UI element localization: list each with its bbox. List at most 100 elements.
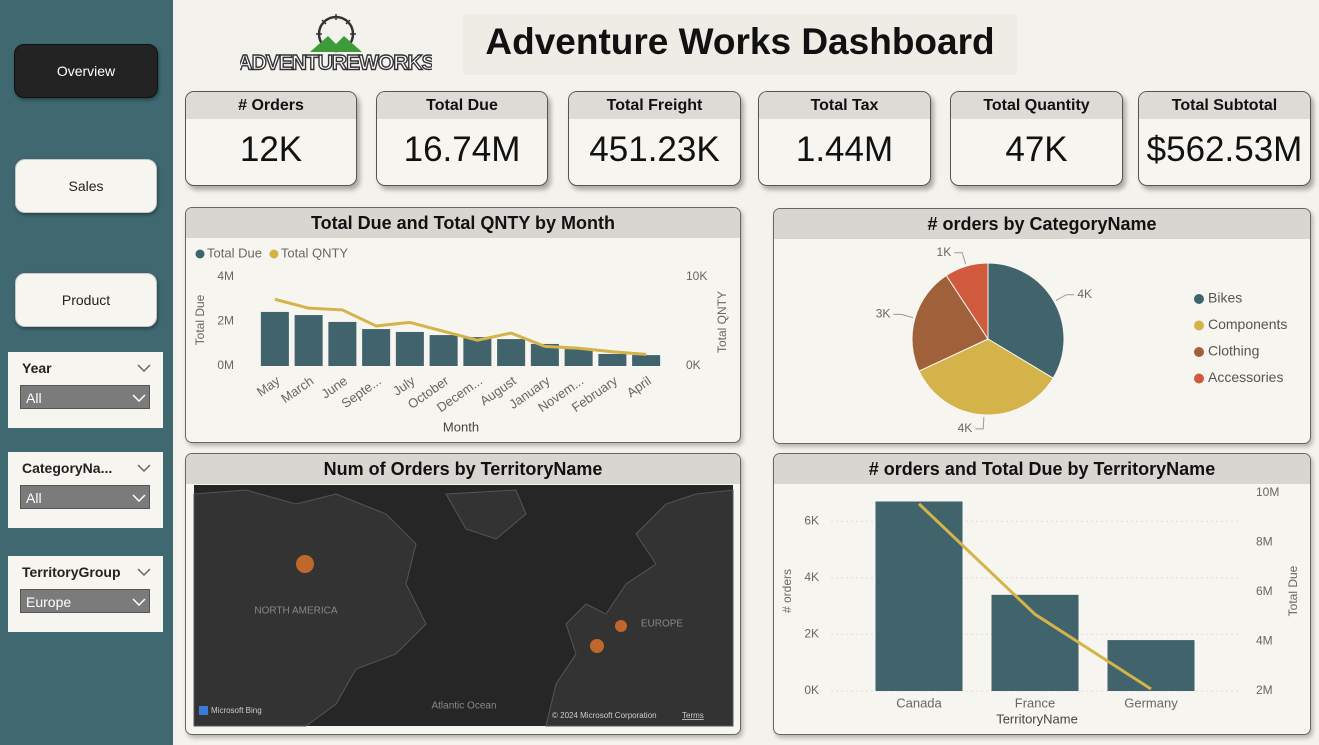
bar — [530, 343, 559, 366]
slicer-dropdown[interactable]: Europe — [20, 589, 150, 613]
logo-mountains — [310, 36, 362, 52]
leader-line — [1055, 294, 1075, 302]
x-axis-label: Month — [443, 419, 479, 434]
y-tick-label: 10M — [1256, 485, 1279, 499]
legend-label: Components — [1208, 316, 1287, 332]
chart: 4K Bikes 4K Components 3K Clothing 1K Accessori… — [876, 245, 1288, 435]
legend-label: Clothing — [1208, 343, 1259, 359]
slicer[interactable]: CategoryNa... All — [8, 452, 163, 528]
slicer-dropdown[interactable]: All — [20, 385, 150, 409]
chart: 0K 2K 4K 6K 2M 4M 6M 8M 10M Canada France Germany Te… — [780, 485, 1300, 726]
y-tick-label: 2K — [804, 627, 819, 641]
chevron-line — [137, 464, 151, 472]
kpi-value: 16.74M — [403, 130, 521, 169]
kpi-card: # Orders 12K — [185, 91, 357, 186]
legend-label: Bikes — [1208, 290, 1242, 306]
slicer-dropdown[interactable]: All — [20, 485, 150, 509]
kpi-card: Total Quantity 47K — [950, 91, 1123, 186]
x-tick-label: Canada — [896, 695, 942, 710]
kpi-label: Total Freight — [569, 92, 740, 119]
bar — [395, 331, 424, 366]
data-label: 4K — [1077, 287, 1092, 301]
map-land — [193, 489, 427, 727]
kpi-label: # Orders — [186, 92, 356, 119]
chart-panel: 4K Bikes 4K Components 3K Clothing 1K Accessori… — [773, 208, 1311, 444]
legend-marker — [269, 249, 279, 259]
kpi-value: 12K — [239, 130, 303, 169]
dashboard-title: Adventure Works Dashboard — [463, 14, 1017, 75]
kpi-label: Total Tax — [759, 92, 930, 119]
map-bubble — [615, 620, 627, 632]
slicer-title: CategoryNa... — [22, 460, 113, 476]
kpi-value: 47K — [1005, 130, 1068, 169]
y-tick-label: 4M — [217, 269, 234, 283]
y-tick-label: 2M — [217, 314, 234, 328]
chevron — [137, 364, 151, 372]
chevron-line — [137, 568, 151, 576]
legend-marker — [195, 249, 205, 259]
y-tick-label: 2M — [1256, 683, 1273, 697]
bar — [991, 594, 1079, 691]
y-tick-label: 4K — [804, 570, 819, 584]
y-tick-label: 6M — [1256, 584, 1273, 598]
map-bubble — [590, 639, 604, 653]
chart: NORTH AMERICA EUROPE Atlantic Ocean Microso… — [193, 485, 734, 727]
map-copyright: © 2024 Microsoft Corporation — [552, 711, 657, 720]
bar — [598, 353, 627, 366]
nav-button[interactable]: Overview — [14, 44, 158, 98]
y-axis-label: Total Due — [193, 294, 207, 345]
y-tick-label: 0M — [217, 358, 234, 372]
data-label: 1K — [937, 245, 952, 259]
map-land — [445, 489, 527, 540]
legend-label: Accessories — [1208, 369, 1283, 385]
nav-button[interactable]: Sales — [15, 159, 157, 213]
leader-line — [975, 416, 985, 430]
bar — [564, 349, 593, 366]
kpi-card: Total Due 16.74M — [376, 91, 548, 186]
chart-panel: 0M 2M 4M 0K 10K May March June Septe... July Octob… — [185, 207, 741, 443]
map-terms: Terms — [682, 711, 704, 720]
slicer-value: All — [26, 490, 42, 506]
chevron — [132, 494, 146, 502]
legend-marker — [1194, 347, 1204, 357]
data-label: 4K — [958, 421, 973, 435]
bar — [463, 337, 492, 366]
y-tick-label: 8M — [1256, 535, 1273, 549]
y-tick-label: 6K — [804, 513, 819, 527]
y-tick-label: 4M — [1256, 634, 1273, 648]
kpi-card: Total Tax 1.44M — [758, 91, 931, 186]
legend-label: Total Due — [207, 245, 262, 260]
x-tick-label: April — [624, 373, 654, 400]
bing-logo — [199, 706, 208, 715]
kpi-value: 1.44M — [795, 130, 894, 169]
bar — [362, 329, 391, 366]
chevron — [137, 568, 151, 576]
pie-slice — [911, 274, 989, 372]
legend-marker — [1194, 320, 1204, 331]
bar — [1107, 640, 1195, 691]
bar — [429, 335, 458, 366]
logo: ADVENTUREWORKS — [240, 14, 432, 75]
nav-button[interactable]: Product — [15, 273, 157, 327]
x-tick-label: France — [1015, 695, 1055, 710]
chevron-line — [132, 494, 146, 502]
line — [917, 502, 1152, 691]
leader-line — [893, 313, 914, 319]
kpi-label: Total Due — [377, 92, 547, 119]
legend-marker — [1194, 373, 1204, 384]
chevron — [132, 598, 146, 606]
map-attribution: Microsoft Bing — [211, 706, 262, 715]
y2-axis-label: Total QNTY — [715, 291, 729, 353]
chevron-line — [132, 394, 146, 402]
y-tick-label: 10K — [686, 269, 707, 283]
x-tick-label: March — [278, 373, 316, 406]
chart-title: # orders by CategoryName — [774, 209, 1310, 239]
bar — [632, 355, 661, 366]
slicer[interactable]: Year All — [8, 352, 163, 428]
bar — [328, 321, 357, 366]
x-tick-label: Germany — [1124, 695, 1178, 710]
kpi-label: Total Subtotal — [1139, 92, 1310, 119]
data-label: 3K — [876, 307, 891, 321]
slicer[interactable]: TerritoryGroup Europe — [8, 556, 163, 632]
